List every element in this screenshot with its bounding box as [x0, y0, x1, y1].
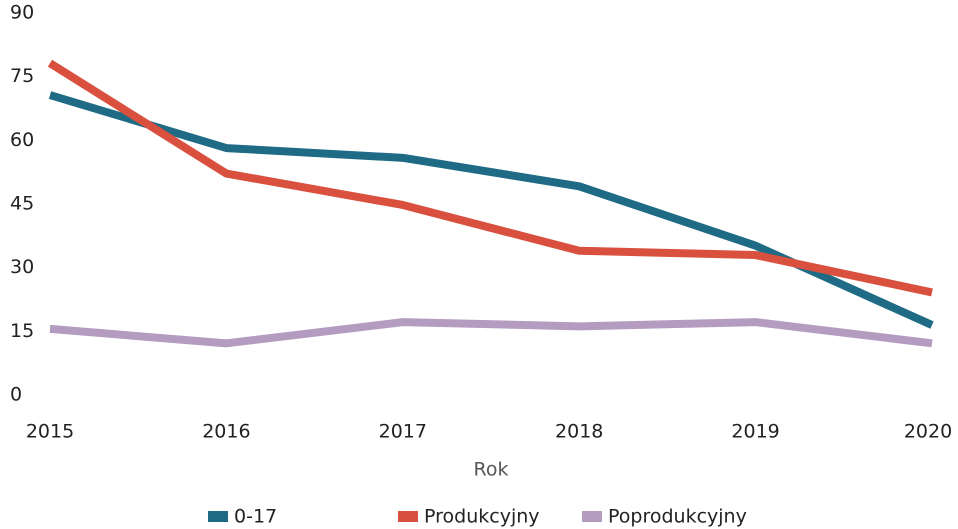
series-line — [48, 91, 934, 329]
x-tick-label: 2015 — [26, 421, 74, 443]
y-tick-label: 60 — [10, 129, 34, 151]
legend-swatch — [208, 511, 228, 522]
legend-label: Poprodukcyjny — [608, 506, 747, 528]
series-line — [47, 59, 933, 297]
y-tick-label: 15 — [10, 320, 34, 342]
series-line — [49, 318, 933, 348]
legend-label: Produkcyjny — [424, 506, 540, 528]
x-axis-label: Rok — [474, 459, 509, 481]
x-tick-label: 2017 — [379, 421, 427, 443]
legend-swatch — [398, 511, 418, 522]
y-tick-label: 45 — [10, 193, 34, 215]
x-tick-label: 2020 — [904, 421, 952, 443]
x-tick-label: 2019 — [731, 421, 779, 443]
y-tick-label: 30 — [10, 256, 34, 278]
legend-label: 0-17 — [234, 506, 277, 528]
legend-swatch — [582, 511, 602, 522]
x-tick-label: 2016 — [202, 421, 250, 443]
y-tick-label: 90 — [10, 2, 34, 24]
y-tick-label: 0 — [10, 384, 22, 406]
y-tick-label: 75 — [10, 65, 34, 87]
x-tick-label: 2018 — [555, 421, 603, 443]
